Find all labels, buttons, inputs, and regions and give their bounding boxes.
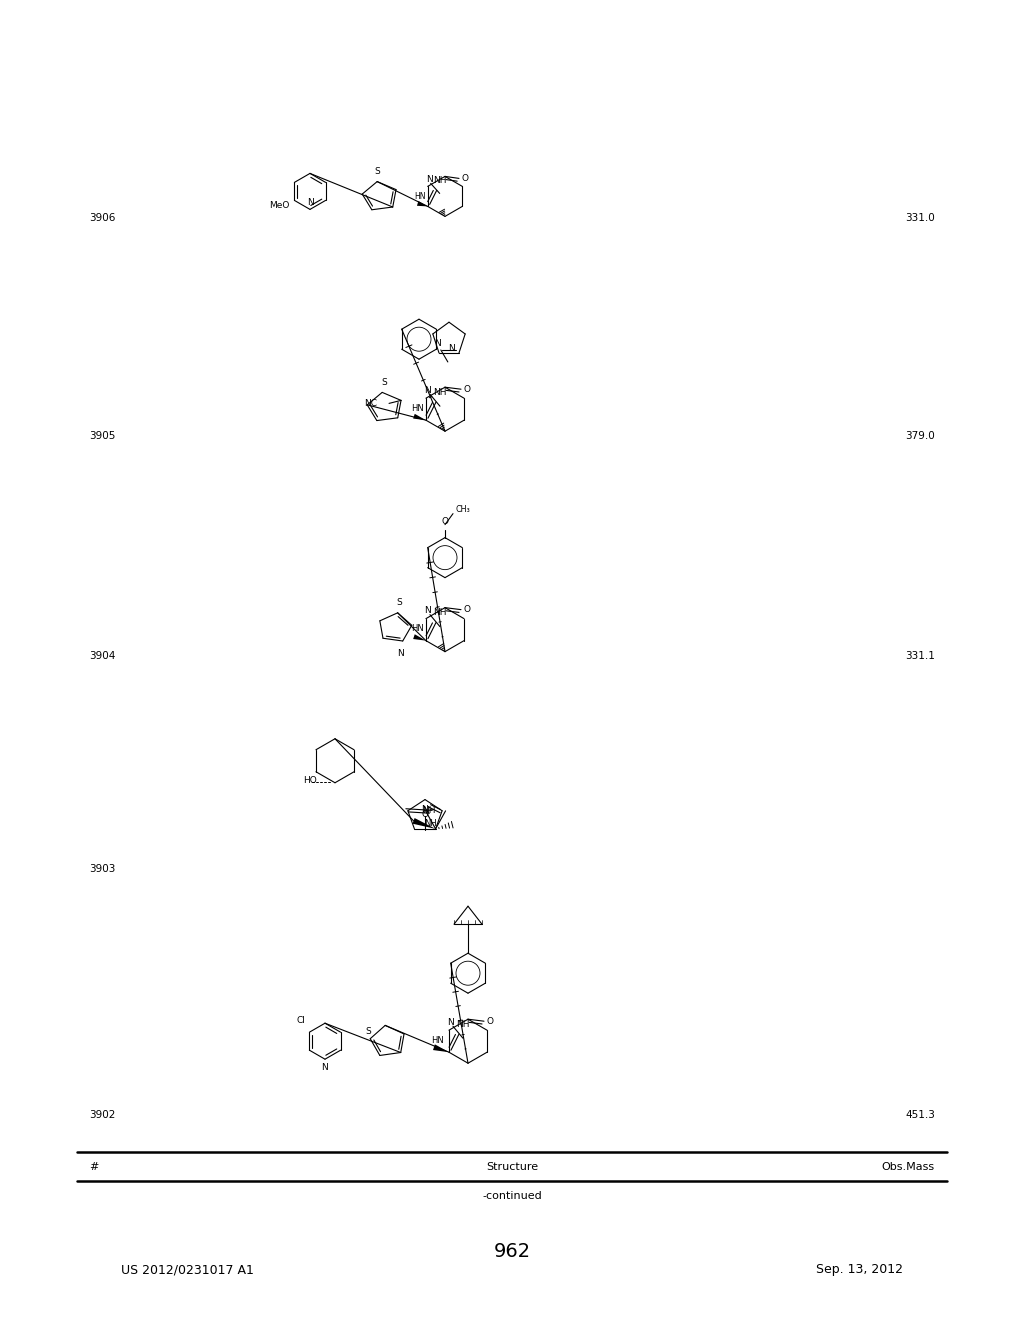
Text: 3903: 3903 bbox=[89, 863, 116, 874]
Text: #: # bbox=[89, 1162, 98, 1172]
Text: N: N bbox=[447, 345, 455, 354]
Text: NH: NH bbox=[424, 820, 437, 829]
Text: O: O bbox=[464, 605, 470, 614]
Polygon shape bbox=[413, 635, 426, 640]
Text: 331.1: 331.1 bbox=[905, 651, 935, 661]
Text: NH: NH bbox=[422, 807, 435, 816]
Text: O: O bbox=[464, 384, 470, 393]
Text: 3905: 3905 bbox=[89, 430, 116, 441]
Text: 331.0: 331.0 bbox=[905, 213, 935, 223]
Text: Cl: Cl bbox=[297, 1015, 305, 1024]
Text: S: S bbox=[396, 598, 402, 607]
Text: N: N bbox=[425, 385, 431, 395]
Text: N: N bbox=[447, 1018, 455, 1027]
Text: CH₃: CH₃ bbox=[455, 506, 470, 513]
Text: HN: HN bbox=[431, 1036, 444, 1044]
Text: N: N bbox=[426, 176, 433, 183]
Text: Structure: Structure bbox=[486, 1162, 538, 1172]
Polygon shape bbox=[413, 818, 435, 829]
Text: S: S bbox=[375, 168, 380, 176]
Text: 3902: 3902 bbox=[89, 1110, 116, 1121]
Text: HN: HN bbox=[412, 404, 424, 413]
Text: NH: NH bbox=[433, 176, 446, 185]
Text: HN: HN bbox=[414, 191, 426, 201]
Text: -continued: -continued bbox=[482, 1191, 542, 1201]
Text: O: O bbox=[441, 517, 449, 527]
Text: US 2012/0231017 A1: US 2012/0231017 A1 bbox=[121, 1263, 254, 1276]
Text: NC: NC bbox=[365, 399, 377, 408]
Text: O: O bbox=[462, 174, 469, 183]
Text: HO: HO bbox=[303, 776, 317, 785]
Text: 451.3: 451.3 bbox=[905, 1110, 935, 1121]
Text: N: N bbox=[397, 648, 404, 657]
Polygon shape bbox=[433, 1044, 449, 1052]
Text: NH: NH bbox=[433, 609, 446, 618]
Text: 962: 962 bbox=[494, 1242, 530, 1261]
Text: O: O bbox=[421, 810, 428, 820]
Text: N: N bbox=[434, 339, 441, 348]
Text: Obs.Mass: Obs.Mass bbox=[882, 1162, 935, 1172]
Text: 3906: 3906 bbox=[89, 213, 116, 223]
Text: 379.0: 379.0 bbox=[905, 430, 935, 441]
Text: MeO: MeO bbox=[269, 201, 290, 210]
Text: 3904: 3904 bbox=[89, 651, 116, 661]
Text: HN: HN bbox=[412, 624, 424, 634]
Text: N: N bbox=[422, 805, 428, 814]
Text: N: N bbox=[307, 198, 313, 207]
Text: N: N bbox=[322, 1063, 329, 1072]
Text: O: O bbox=[486, 1016, 494, 1026]
Polygon shape bbox=[417, 201, 428, 206]
Polygon shape bbox=[413, 414, 426, 420]
Text: N: N bbox=[425, 606, 431, 615]
Text: NH: NH bbox=[433, 388, 446, 397]
Text: S: S bbox=[366, 1027, 371, 1036]
Text: NH: NH bbox=[457, 1020, 470, 1028]
Text: S: S bbox=[381, 378, 387, 387]
Text: Sep. 13, 2012: Sep. 13, 2012 bbox=[816, 1263, 903, 1276]
